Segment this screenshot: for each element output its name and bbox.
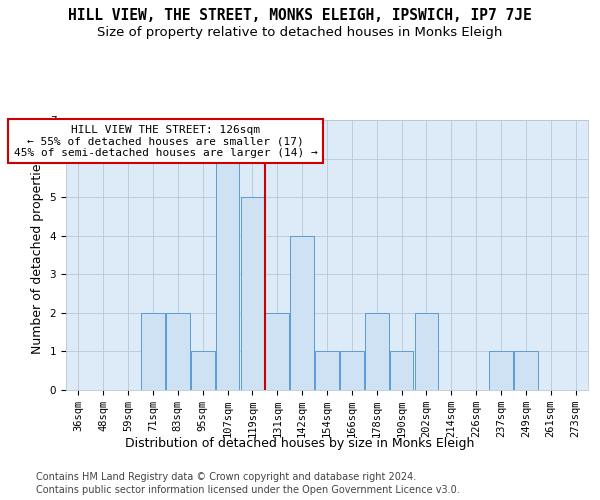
Bar bbox=[141, 313, 165, 390]
Text: HILL VIEW THE STREET: 126sqm
← 55% of detached houses are smaller (17)
45% of se: HILL VIEW THE STREET: 126sqm ← 55% of de… bbox=[14, 124, 317, 158]
Bar bbox=[191, 352, 215, 390]
Bar bbox=[390, 352, 413, 390]
Text: Size of property relative to detached houses in Monks Eleigh: Size of property relative to detached ho… bbox=[97, 26, 503, 39]
Bar bbox=[216, 158, 239, 390]
Bar bbox=[489, 352, 513, 390]
Text: HILL VIEW, THE STREET, MONKS ELEIGH, IPSWICH, IP7 7JE: HILL VIEW, THE STREET, MONKS ELEIGH, IPS… bbox=[68, 8, 532, 22]
Text: Distribution of detached houses by size in Monks Eleigh: Distribution of detached houses by size … bbox=[125, 438, 475, 450]
Bar bbox=[340, 352, 364, 390]
Bar bbox=[166, 313, 190, 390]
Text: Contains public sector information licensed under the Open Government Licence v3: Contains public sector information licen… bbox=[36, 485, 460, 495]
Y-axis label: Number of detached properties: Number of detached properties bbox=[31, 156, 44, 354]
Text: Contains HM Land Registry data © Crown copyright and database right 2024.: Contains HM Land Registry data © Crown c… bbox=[36, 472, 416, 482]
Bar bbox=[241, 197, 264, 390]
Bar bbox=[415, 313, 438, 390]
Bar bbox=[315, 352, 339, 390]
Bar bbox=[290, 236, 314, 390]
Bar bbox=[265, 313, 289, 390]
Bar bbox=[365, 313, 389, 390]
Bar bbox=[514, 352, 538, 390]
